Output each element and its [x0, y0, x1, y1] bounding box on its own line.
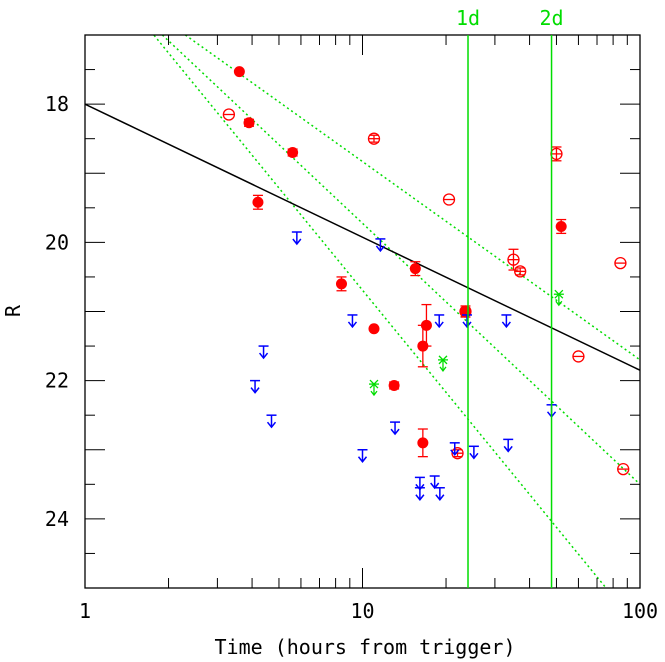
- axes: 1 10 100 18 20 22 24 1d 2d: [45, 6, 658, 623]
- upper-limit-arrowhead: [434, 321, 444, 329]
- x-tick-label: 1: [79, 599, 91, 623]
- detection-point: [287, 147, 299, 159]
- dotted-decay-line: [161, 35, 640, 485]
- detection-point: [252, 196, 264, 208]
- upper-limit-arrowhead: [390, 428, 400, 436]
- detection-point: [417, 437, 429, 449]
- detection-point: [555, 220, 567, 232]
- upper-limit-arrowhead: [450, 449, 460, 457]
- dotted-decay-line: [152, 35, 608, 588]
- y-tick-label: 18: [45, 92, 69, 116]
- x-tick-label: 100: [622, 599, 658, 623]
- plot-inner: [85, 35, 640, 588]
- upper-limit-arrowhead: [375, 245, 385, 253]
- y-tick-label: 20: [45, 230, 69, 254]
- y-tick-label: 24: [45, 507, 69, 531]
- fit-line: [85, 103, 640, 371]
- detection-point: [420, 319, 432, 331]
- star-arrowhead: [370, 390, 378, 397]
- upper-limit-arrowhead: [501, 321, 511, 329]
- upper-limit-arrowhead: [469, 452, 479, 460]
- upper-limit-arrowhead: [357, 456, 368, 463]
- upper-limit-arrowhead: [430, 482, 440, 490]
- y-tick-label: 22: [45, 369, 69, 393]
- x-tick-label: 10: [350, 599, 374, 623]
- vertical-line-label: 1d: [456, 6, 480, 30]
- upper-limit-arrowhead: [266, 421, 277, 429]
- upper-limit-arrowhead: [292, 238, 302, 246]
- upper-limit-arrowhead: [503, 445, 513, 453]
- upper-limit-arrowhead: [435, 494, 445, 501]
- detection-point: [409, 263, 421, 275]
- upper-limit-arrowhead: [415, 494, 425, 501]
- detection-point: [388, 379, 400, 391]
- detection-point: [335, 278, 347, 290]
- star-arrowhead: [555, 300, 563, 307]
- detection-point: [233, 66, 245, 78]
- vertical-line-label: 2d: [539, 6, 563, 30]
- y-axis-label: R: [1, 304, 25, 317]
- x-axis-label: Time (hours from trigger): [214, 635, 515, 659]
- plot-area: [85, 35, 640, 588]
- upper-limit-arrowhead: [347, 321, 358, 329]
- star-arrowhead: [439, 366, 447, 372]
- upper-limit-arrowhead: [462, 321, 472, 329]
- upper-limit-arrowhead: [250, 387, 260, 394]
- detection-point: [243, 117, 255, 129]
- upper-limit-arrowhead: [258, 352, 269, 360]
- dotted-decay-line: [184, 35, 640, 361]
- detection-point: [368, 323, 380, 335]
